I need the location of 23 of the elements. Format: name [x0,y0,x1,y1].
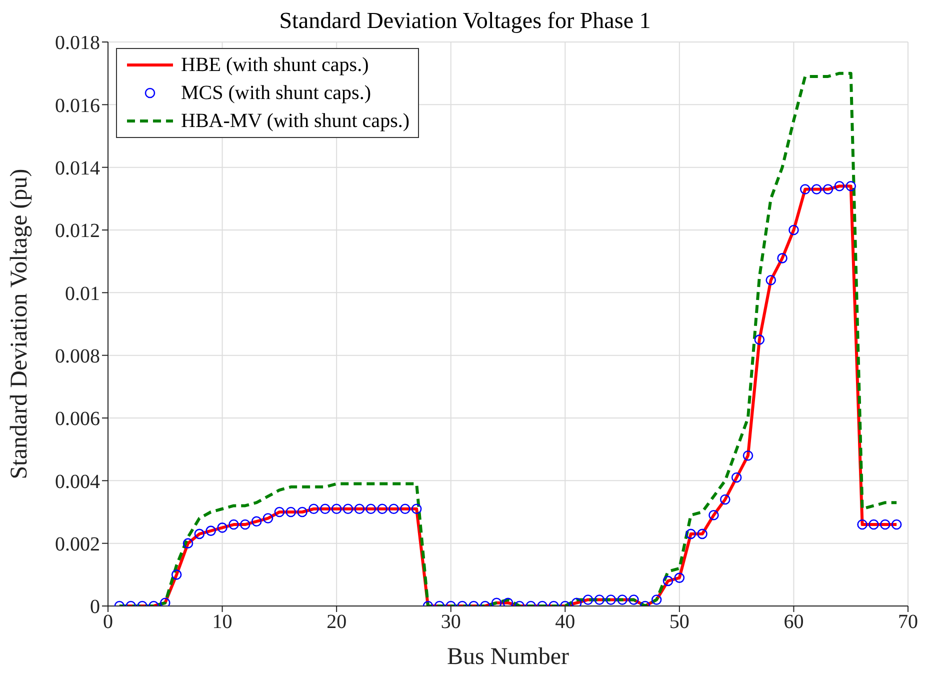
y-tick-label: 0.006 [55,408,100,430]
y-tick-label: 0.018 [55,32,100,54]
y-tick-label: 0.002 [55,533,100,556]
y-tick-label: 0 [90,596,100,618]
y-tick-label: 0.01 [65,282,100,305]
x-axis-title: Bus Number [447,644,569,670]
legend-label: HBA-MV (with shunt caps.) [181,110,410,132]
x-tick-label: 60 [784,611,804,634]
y-tick-label: 0.004 [55,470,100,493]
x-tick-label: 40 [555,611,576,634]
x-tick-label: 10 [212,611,232,634]
x-tick-label: 30 [440,611,461,634]
x-tick-label: 70 [898,611,918,634]
y-axis-title: Standard Deviation Voltage (pu) [6,168,33,480]
x-tick-label: 50 [669,611,690,634]
y-tick-label: 0.012 [55,220,100,242]
chart-title: Standard Deviation Voltages for Phase 1 [279,8,651,33]
x-tick-label: 20 [326,611,347,634]
y-tick-label: 0.014 [55,157,100,180]
legend-label: HBE (with shunt caps.) [181,54,369,76]
y-tick-label: 0.016 [55,94,100,117]
legend-label: MCS (with shunt caps.) [181,82,371,104]
y-tick-label: 0.008 [55,345,100,368]
